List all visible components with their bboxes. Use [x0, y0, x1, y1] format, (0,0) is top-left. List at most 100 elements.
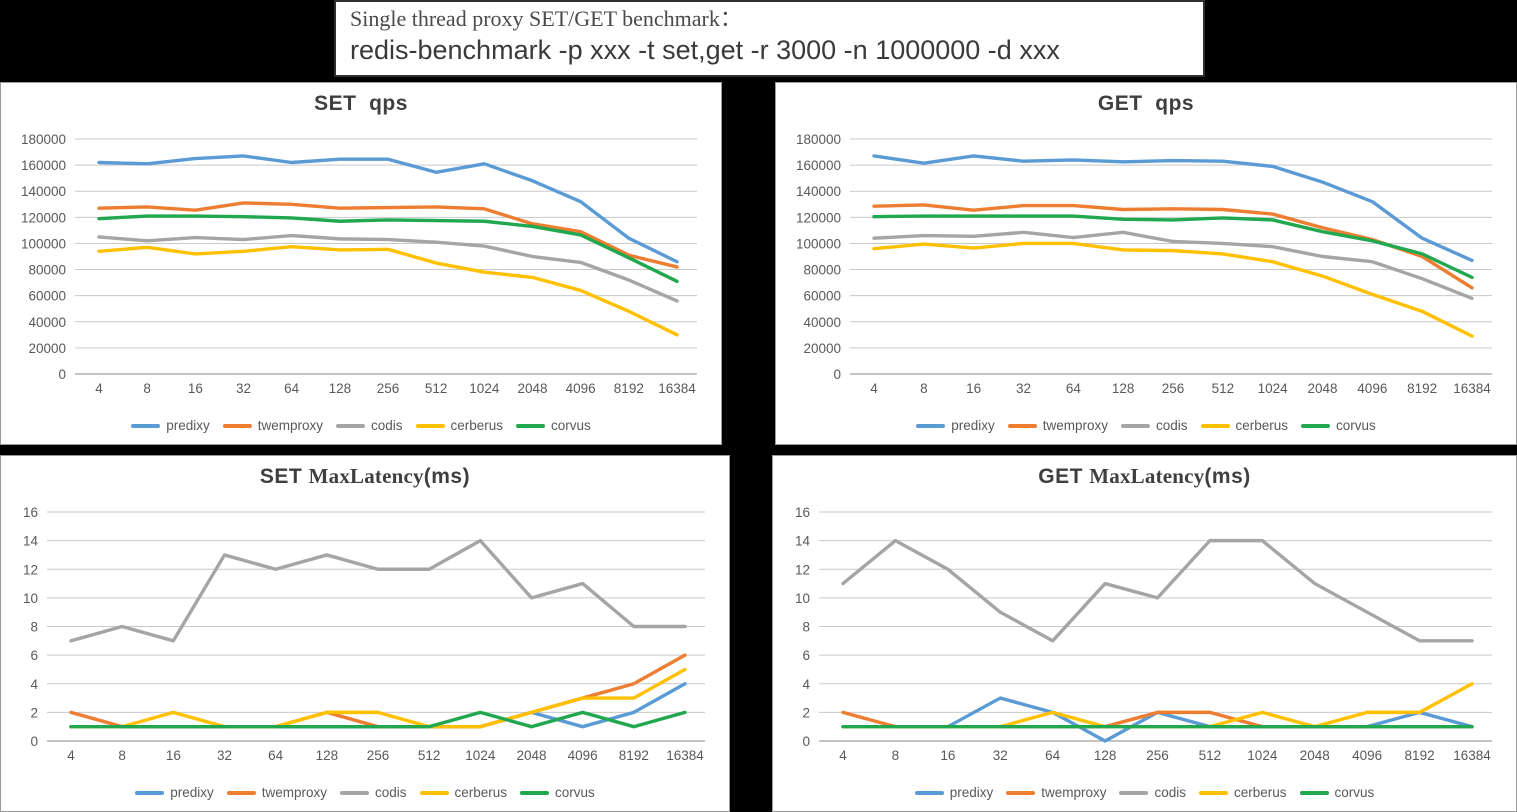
- x-tick-label: 512: [418, 748, 441, 763]
- series-line-predixy: [97, 154, 679, 264]
- series-line-cerberus: [69, 667, 687, 729]
- y-tick-label: 8: [30, 620, 38, 635]
- legend-label: corvus: [1336, 418, 1376, 433]
- x-tick-label: 8192: [1405, 748, 1435, 763]
- y-tick-label: 100000: [21, 236, 66, 251]
- y-tick-label: 80000: [28, 263, 66, 278]
- legend-item-corvus: corvus: [1299, 785, 1375, 800]
- x-tick-label: 4096: [566, 381, 596, 396]
- x-tick-label: 32: [1016, 381, 1031, 396]
- y-tick-label: 140000: [796, 184, 841, 199]
- series-line-twemproxy: [97, 201, 679, 269]
- legend-item-predixy: predixy: [914, 785, 993, 800]
- legend-item-codis: codis: [339, 785, 407, 800]
- y-tick-label: 4: [30, 677, 38, 692]
- series-line-corvus: [97, 214, 679, 284]
- y-tick-label: 4: [802, 677, 810, 692]
- y-tick-label: 16: [23, 505, 38, 520]
- y-tick-label: 20000: [803, 341, 841, 356]
- x-tick-label: 8: [920, 381, 928, 396]
- y-tick-label: 160000: [21, 158, 66, 173]
- series-line-codis: [97, 233, 679, 303]
- chart-panel-set-maxlatency: SET MaxLatency(ms) 0 2 4 6 8 10 12 14 16 4 8 16 32 64…: [0, 455, 730, 812]
- chart-title-get-maxlatency: GET MaxLatency(ms): [773, 464, 1516, 489]
- legend-label: codis: [1154, 785, 1186, 800]
- get-qps-plot-area: 0 20000 40000 60000 80000 100000 120000 140000 1…: [776, 127, 1516, 400]
- chart-title-part: GET qps: [1097, 92, 1195, 115]
- x-tick-label: 8192: [1407, 381, 1437, 396]
- x-tick-label: 16384: [1453, 748, 1491, 763]
- legend-label: cerberus: [454, 785, 508, 800]
- chart-title-part: SET qps: [314, 92, 408, 115]
- x-tick-label: 128: [329, 381, 352, 396]
- chart-title-part: MaxLatency: [308, 464, 424, 488]
- x-tick-label: 16: [188, 381, 203, 396]
- legend-swatch-twemproxy: [226, 790, 256, 795]
- y-tick-label: 6: [802, 648, 810, 663]
- set-maxlatency-chart: 0 2 4 6 8 10 12 14 16 4 8 16 32 64 128 256 512 1024 2048 40…: [23, 505, 705, 763]
- legend-label: corvus: [1334, 785, 1375, 800]
- legend-label: twemproxy: [1042, 418, 1108, 433]
- legend-label: predixy: [951, 418, 995, 433]
- x-tick-label: 128: [316, 748, 339, 763]
- x-tick-label: 4: [95, 381, 103, 396]
- series-line-predixy: [841, 696, 1474, 743]
- legend-label: cerberus: [1235, 418, 1289, 433]
- get-maxlatency-chart: 0 2 4 6 8 10 12 14 16 4 8 16 32 64 128 256 512 1024 2048 40…: [795, 505, 1492, 763]
- legend-swatch-cerberus: [1200, 423, 1230, 428]
- legend-label: codis: [1155, 418, 1188, 433]
- legend-swatch-cerberus: [415, 423, 445, 428]
- chart-title-part: GET: [1038, 465, 1090, 488]
- x-tick-label: 8: [892, 748, 900, 763]
- series-line-corvus: [69, 710, 687, 729]
- legend-swatch-predixy: [916, 423, 946, 428]
- legend-item-predixy: predixy: [135, 785, 214, 800]
- y-tick-label: 120000: [796, 210, 841, 225]
- legend-swatch-twemproxy: [222, 423, 252, 428]
- legend-item-twemproxy: twemproxy: [226, 785, 327, 800]
- get-qps-chart: 0 20000 40000 60000 80000 100000 120000 140000 1…: [796, 132, 1492, 396]
- series-line-cerberus: [872, 241, 1474, 338]
- chart-panel-set-qps: SET qps 0 20000 40000 60000 80000 100000 12000…: [0, 82, 722, 445]
- legend-swatch-cerberus: [1199, 790, 1228, 795]
- y-tick-label: 40000: [803, 315, 841, 330]
- chart-title-part: (ms): [1204, 465, 1251, 488]
- x-tick-label: 256: [367, 748, 390, 763]
- x-tick-label: 16: [940, 748, 955, 763]
- legend-item-corvus: corvus: [1301, 418, 1376, 433]
- legend-swatch-cerberus: [419, 790, 449, 795]
- x-tick-label: 256: [377, 381, 400, 396]
- y-tick-label: 60000: [28, 289, 66, 304]
- y-tick-label: 12: [795, 562, 810, 577]
- legend-item-corvus: corvus: [520, 785, 595, 800]
- y-tick-label: 100000: [796, 236, 841, 251]
- legend-label: corvus: [555, 785, 595, 800]
- legend-swatch-twemproxy: [1007, 423, 1037, 428]
- set-qps-legend: predixy twemproxy codis cerberus corvus: [1, 418, 721, 433]
- legend-swatch-codis: [1119, 790, 1149, 795]
- x-tick-label: 512: [1199, 748, 1222, 763]
- x-tick-label: 1024: [1247, 748, 1278, 763]
- x-tick-label: 512: [1212, 381, 1235, 396]
- y-tick-label: 60000: [803, 289, 841, 304]
- get-qps-legend: predixy twemproxy codis cerberus corvus: [776, 418, 1516, 433]
- y-tick-label: 140000: [21, 184, 66, 199]
- legend-swatch-corvus: [1299, 790, 1329, 795]
- y-tick-label: 2: [802, 705, 810, 720]
- y-tick-label: 2: [30, 705, 38, 720]
- chart-title-get-qps: GET qps: [776, 91, 1516, 116]
- x-tick-label: 1024: [465, 748, 496, 763]
- y-tick-label: 40000: [28, 315, 66, 330]
- x-tick-label: 8: [143, 381, 151, 396]
- x-tick-label: 2048: [516, 748, 546, 763]
- y-tick-label: 80000: [803, 263, 841, 278]
- x-tick-label: 64: [284, 381, 300, 396]
- y-tick-label: 160000: [796, 158, 841, 173]
- y-tick-label: 10: [795, 591, 810, 606]
- get-maxlatency-legend: predixy twemproxy codis cerberus corvus: [773, 785, 1516, 800]
- legend-swatch-codis: [335, 423, 365, 428]
- x-tick-label: 2048: [1307, 381, 1337, 396]
- legend-label: twemproxy: [257, 418, 323, 433]
- chart-panel-get-maxlatency: GET MaxLatency(ms) 0 2 4 6 8 10 12 14 16 4 8 16 32 64…: [772, 455, 1517, 812]
- x-tick-label: 256: [1162, 381, 1185, 396]
